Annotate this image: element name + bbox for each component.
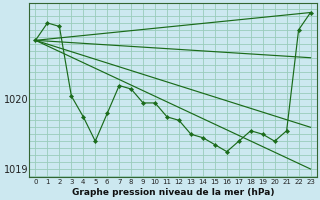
X-axis label: Graphe pression niveau de la mer (hPa): Graphe pression niveau de la mer (hPa)	[72, 188, 274, 197]
